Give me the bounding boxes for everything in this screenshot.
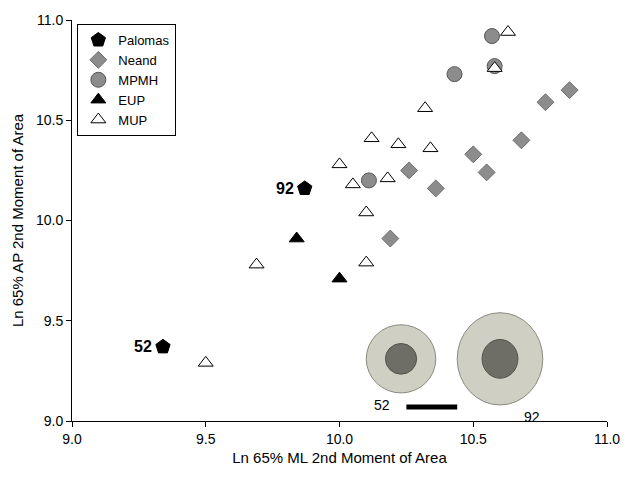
- svg-text:MPMH: MPMH: [118, 73, 158, 88]
- svg-text:11.0: 11.0: [37, 12, 63, 28]
- svg-text:EUP: EUP: [118, 93, 145, 108]
- svg-text:10.0: 10.0: [326, 431, 353, 447]
- svg-text:52: 52: [134, 338, 152, 355]
- svg-text:10.0: 10.0: [36, 212, 63, 228]
- svg-text:9.5: 9.5: [44, 313, 64, 329]
- svg-text:9.0: 9.0: [62, 431, 82, 447]
- svg-text:MUP: MUP: [118, 113, 147, 128]
- svg-text:Ln 65% ML 2nd Moment of Area: Ln 65% ML 2nd Moment of Area: [232, 449, 447, 466]
- svg-text:10.5: 10.5: [36, 112, 63, 128]
- svg-text:92: 92: [276, 180, 294, 197]
- svg-text:9.5: 9.5: [196, 431, 216, 447]
- svg-text:9.0: 9.0: [44, 413, 64, 429]
- svg-text:Neand: Neand: [118, 53, 156, 68]
- svg-text:10.5: 10.5: [460, 431, 487, 447]
- svg-text:92: 92: [524, 409, 540, 425]
- svg-text:Ln 65% AP 2nd Moment of Area: Ln 65% AP 2nd Moment of Area: [9, 113, 26, 327]
- svg-text:11.0: 11.0: [594, 431, 620, 447]
- svg-text:Palomas: Palomas: [118, 33, 169, 48]
- svg-text:52: 52: [374, 397, 390, 413]
